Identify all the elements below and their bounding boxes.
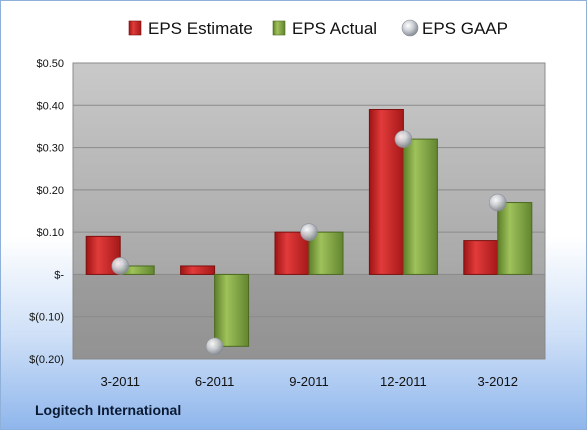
eps-gaap-marker (488, 193, 507, 212)
eps-gaap-marker (394, 130, 413, 148)
y-tick-label: $0.20 (36, 185, 64, 197)
eps-estimate-bar (180, 265, 216, 275)
eps-actual-bar (308, 231, 344, 275)
x-category-label: 6-2011 (195, 374, 235, 389)
plot-area (72, 62, 546, 360)
x-category-label: 3-2012 (478, 374, 518, 389)
y-tick-label: $0.50 (36, 58, 64, 70)
eps-gaap-marker (205, 337, 224, 356)
x-category-label: 3-2011 (100, 374, 140, 389)
eps-estimate-bar (463, 240, 499, 275)
legend-swatch (128, 20, 142, 36)
eps-gaap-marker (111, 257, 129, 275)
x-category-label: 9-2011 (289, 374, 329, 389)
eps-actual-bar (402, 138, 438, 275)
y-tick-label: $0.40 (36, 100, 64, 112)
eps-gaap-marker (300, 223, 318, 241)
legend-label: EPS Estimate (148, 19, 253, 38)
legend-swatch (272, 20, 286, 36)
eps-actual-bar (497, 202, 533, 275)
legend-swatch (401, 19, 419, 37)
legend-label: EPS Actual (292, 19, 377, 38)
y-tick-label: $(0.10) (29, 312, 64, 324)
legend-label: EPS GAAP (422, 19, 508, 38)
company-name: Logitech International (35, 402, 182, 418)
y-tick-label: $0.30 (36, 143, 64, 155)
y-tick-label: $- (54, 269, 64, 281)
eps-actual-bar (214, 273, 250, 347)
y-tick-label: $0.10 (36, 227, 64, 239)
y-tick-label: $(0.20) (29, 354, 64, 366)
x-category-label: 12-2011 (380, 374, 427, 389)
